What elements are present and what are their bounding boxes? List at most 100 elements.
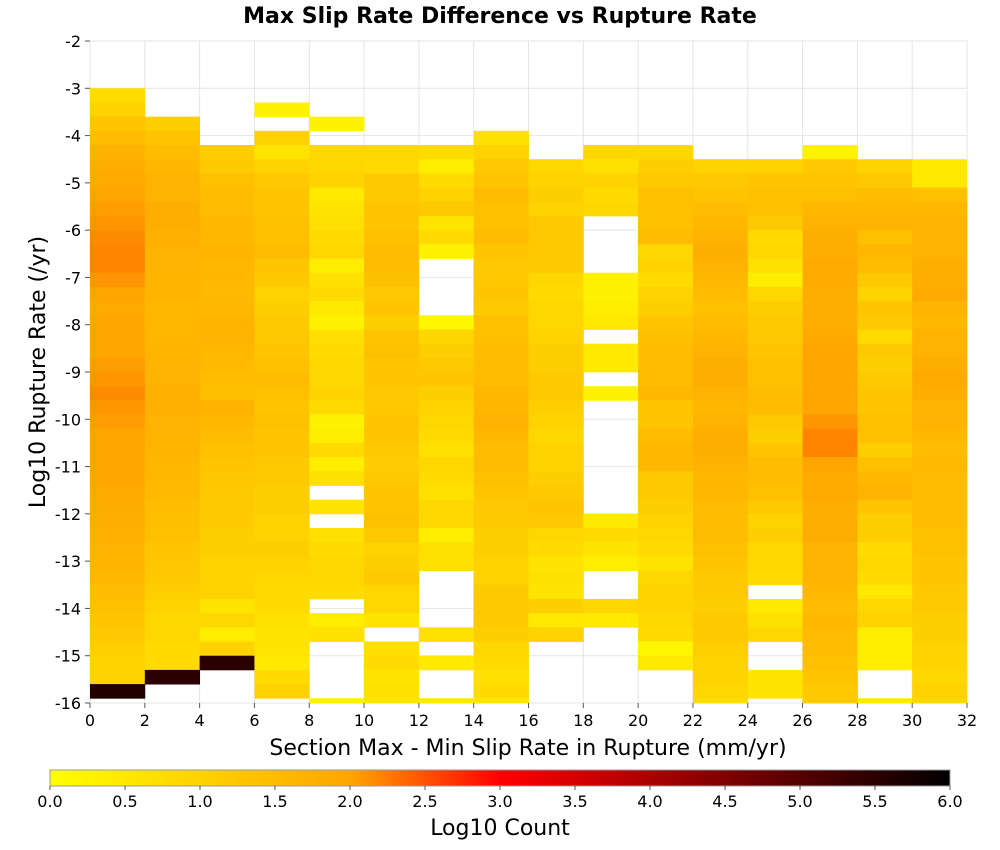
heatmap-cell [638, 613, 694, 628]
heatmap-cell [583, 528, 639, 543]
heatmap-cell [254, 669, 310, 685]
heatmap-cell [802, 329, 858, 345]
heatmap-cell [254, 357, 310, 373]
y-tick-label: -7 [65, 268, 81, 287]
heatmap-cell [747, 201, 803, 217]
heatmap-cell [528, 286, 584, 302]
heatmap-cell [857, 215, 913, 231]
heatmap-cell [90, 244, 146, 259]
heatmap-cell [418, 329, 475, 345]
heatmap-cell [254, 684, 310, 699]
heatmap-cell [692, 457, 749, 472]
heatmap-cell [747, 372, 803, 387]
heatmap-cell [364, 301, 420, 316]
heatmap-cell [90, 187, 146, 203]
heatmap-cell [747, 286, 803, 302]
y-tick-label: -5 [65, 174, 81, 193]
x-tick-label: 0 [85, 711, 95, 730]
heatmap-cell [199, 258, 255, 274]
heatmap-cell [692, 570, 749, 586]
heatmap-cell [802, 230, 858, 245]
heatmap-cell [638, 386, 694, 401]
heatmap-cell [583, 145, 639, 160]
heatmap-cell [857, 499, 913, 515]
heatmap-cell [583, 159, 639, 174]
heatmap-cell [583, 357, 639, 373]
x-tick-label: 18 [573, 711, 593, 730]
heatmap-cell [747, 244, 803, 259]
heatmap-cell [857, 641, 913, 657]
heatmap-cell [199, 457, 255, 472]
heatmap-cell [473, 471, 529, 486]
heatmap-cell [364, 428, 420, 444]
heatmap-cell [692, 258, 749, 274]
heatmap-cell [90, 258, 146, 274]
heatmap-cell [747, 669, 803, 685]
heatmap-cell [857, 414, 913, 430]
heatmap-cell [473, 187, 529, 203]
heatmap-cell [90, 145, 146, 160]
heatmap-cell [309, 698, 365, 704]
heatmap-cell [144, 556, 201, 571]
heatmap-cell [528, 556, 584, 571]
heatmap-cell [364, 173, 420, 188]
heatmap-cell [364, 669, 420, 685]
heatmap-cell [802, 655, 858, 671]
heatmap-cell [90, 400, 146, 415]
heatmap-cell [90, 230, 146, 245]
heatmap-cell [90, 428, 146, 444]
heatmap-cell [692, 613, 749, 628]
heatmap-cell [144, 343, 201, 359]
heatmap-cell [802, 528, 858, 543]
y-tick-label: -10 [55, 410, 81, 429]
heatmap-cell [309, 627, 365, 642]
heatmap-cell [473, 201, 529, 217]
heatmap-cell [747, 400, 803, 415]
heatmap-cell [309, 542, 365, 557]
heatmap-cell [912, 428, 968, 444]
heatmap-cell [638, 173, 694, 188]
heatmap-cell [638, 641, 694, 657]
heatmap-cell [144, 655, 201, 671]
heatmap-cell [199, 542, 255, 557]
y-tick-label: -9 [65, 363, 81, 382]
heatmap-cell [309, 414, 365, 430]
heatmap-cell [144, 400, 201, 415]
heatmap-cell [802, 173, 858, 188]
heatmap-cell [912, 244, 968, 259]
heatmap-cell [747, 598, 803, 614]
heatmap-cell [254, 442, 310, 458]
heatmap-cell [364, 357, 420, 373]
heatmap-cell [857, 159, 913, 174]
heatmap-cell [638, 272, 694, 288]
heatmap-cell [638, 570, 694, 586]
heatmap-cell [912, 542, 968, 557]
heatmap-cell [912, 499, 968, 515]
x-tick-label: 14 [464, 711, 484, 730]
heatmap-cell [583, 598, 639, 614]
heatmap-cell [638, 258, 694, 274]
heatmap-cell [528, 428, 584, 444]
heatmap-cell [254, 159, 310, 174]
heatmap-cell [802, 357, 858, 373]
colorbar-tick-label: 2.0 [337, 792, 362, 811]
heatmap-cell [199, 201, 255, 217]
heatmap-cell [473, 357, 529, 373]
heatmap-cell [528, 598, 584, 614]
heatmap-cell [638, 215, 694, 231]
heatmap-cell [364, 343, 420, 359]
heatmap-cell [912, 613, 968, 628]
heatmap-cell [254, 102, 310, 118]
heatmap-cell [747, 187, 803, 203]
heatmap-cell [912, 414, 968, 430]
heatmap-cell [309, 343, 365, 359]
heatmap-cell [418, 400, 475, 415]
heatmap-cell [364, 272, 420, 288]
heatmap-cell [90, 343, 146, 359]
heatmap-cell [254, 244, 310, 259]
heatmap-cell [747, 357, 803, 373]
heatmap-cell [90, 414, 146, 430]
heatmap-cell [692, 556, 749, 571]
heatmap-cell [912, 258, 968, 274]
